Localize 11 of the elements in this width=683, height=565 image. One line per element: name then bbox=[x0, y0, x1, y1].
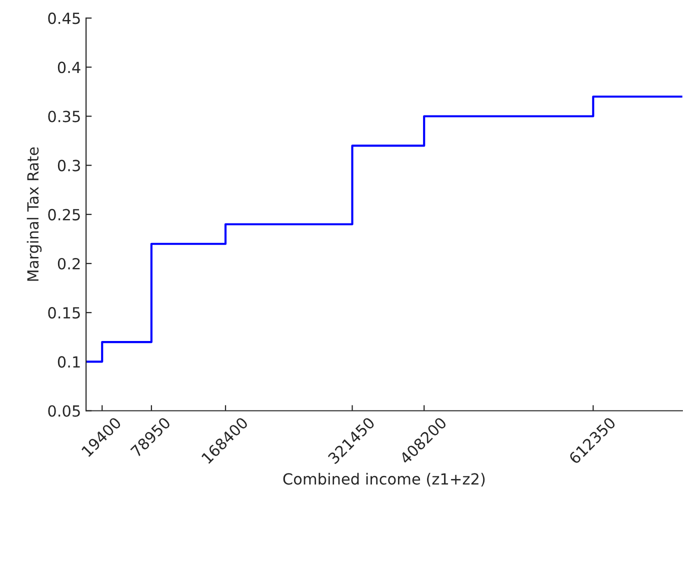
y-tick-label: 0.1 bbox=[58, 356, 80, 368]
y-tick-label: 0.2 bbox=[58, 258, 80, 270]
y-tick-label: 0.3 bbox=[58, 160, 80, 172]
y-tick-label: 0.45 bbox=[48, 12, 80, 24]
y-axis-title: Marginal Tax Rate bbox=[26, 147, 42, 281]
y-tick-label: 0.35 bbox=[48, 110, 80, 122]
y-tick-label: 0.4 bbox=[58, 62, 80, 74]
y-tick-label: 0.15 bbox=[48, 307, 80, 319]
x-axis-title: Combined income (z1+z2) bbox=[283, 472, 485, 486]
y-tick-label: 0.05 bbox=[48, 405, 80, 417]
y-tick-label: 0.25 bbox=[48, 208, 80, 220]
